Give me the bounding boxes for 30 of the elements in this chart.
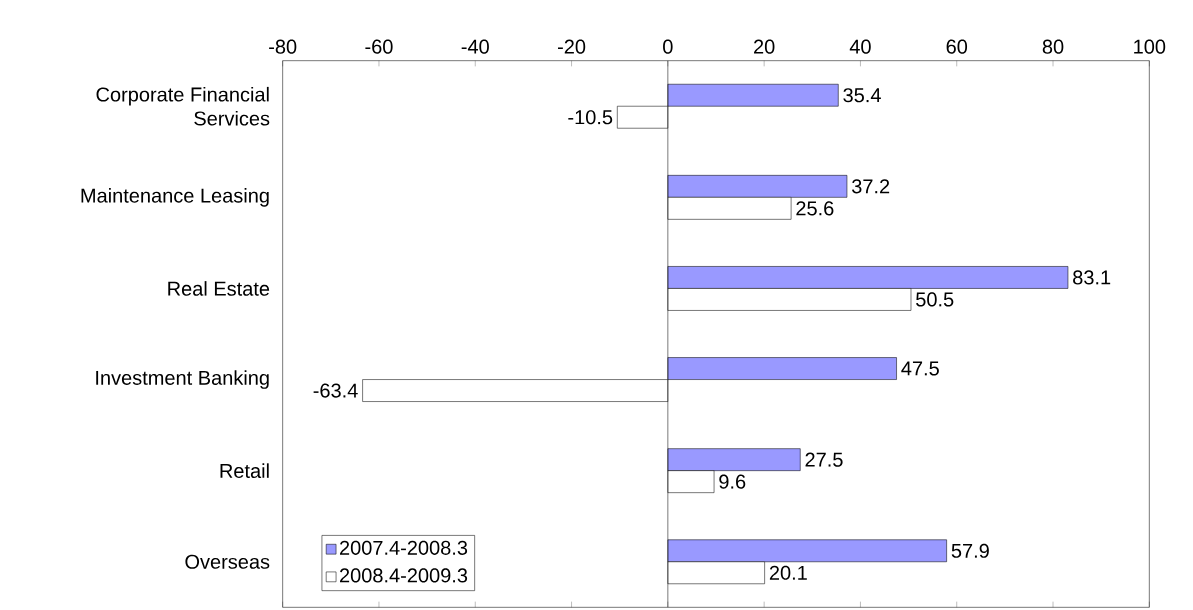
x-tick-label: -80 <box>269 39 297 54</box>
data-label: 35.4 <box>843 88 881 103</box>
x-tick-label: 40 <box>849 39 871 54</box>
legend-label: 2008.4-2009.3 <box>340 568 468 583</box>
data-label: 57.9 <box>951 543 989 558</box>
x-tick-label: 0 <box>663 39 673 54</box>
data-label: 37.2 <box>851 179 890 194</box>
y-tick-label: Corporate Financial Services <box>96 86 270 126</box>
x-tick-label: -20 <box>557 39 586 54</box>
data-label: 47.5 <box>901 361 939 376</box>
x-tick-label: -40 <box>461 39 489 54</box>
data-label: 9.6 <box>719 474 746 489</box>
data-label: -10.5 <box>568 110 613 125</box>
y-tick-label: Retail <box>220 463 269 478</box>
legend-label: 2007.4-2008.3 <box>340 540 468 555</box>
y-tick-label: Investment Banking <box>96 370 269 389</box>
data-label: 25.6 <box>796 201 834 216</box>
data-label: -63.4 <box>313 383 358 398</box>
y-tick-label: Overseas <box>185 554 270 569</box>
x-tick-label: 80 <box>1042 39 1064 54</box>
x-tick-label: 100 <box>1134 39 1166 54</box>
data-label: 27.5 <box>805 452 843 467</box>
data-label: 50.5 <box>916 292 954 307</box>
y-tick-label: Real Estate <box>168 281 270 296</box>
x-tick-label: -60 <box>365 39 393 54</box>
data-label: 83.1 <box>1073 270 1111 285</box>
x-tick-label: 60 <box>946 39 968 54</box>
x-tick-label: 20 <box>754 39 775 54</box>
y-tick-label: Maintenance Leasing <box>81 188 269 207</box>
data-label: 20.1 <box>769 565 807 580</box>
